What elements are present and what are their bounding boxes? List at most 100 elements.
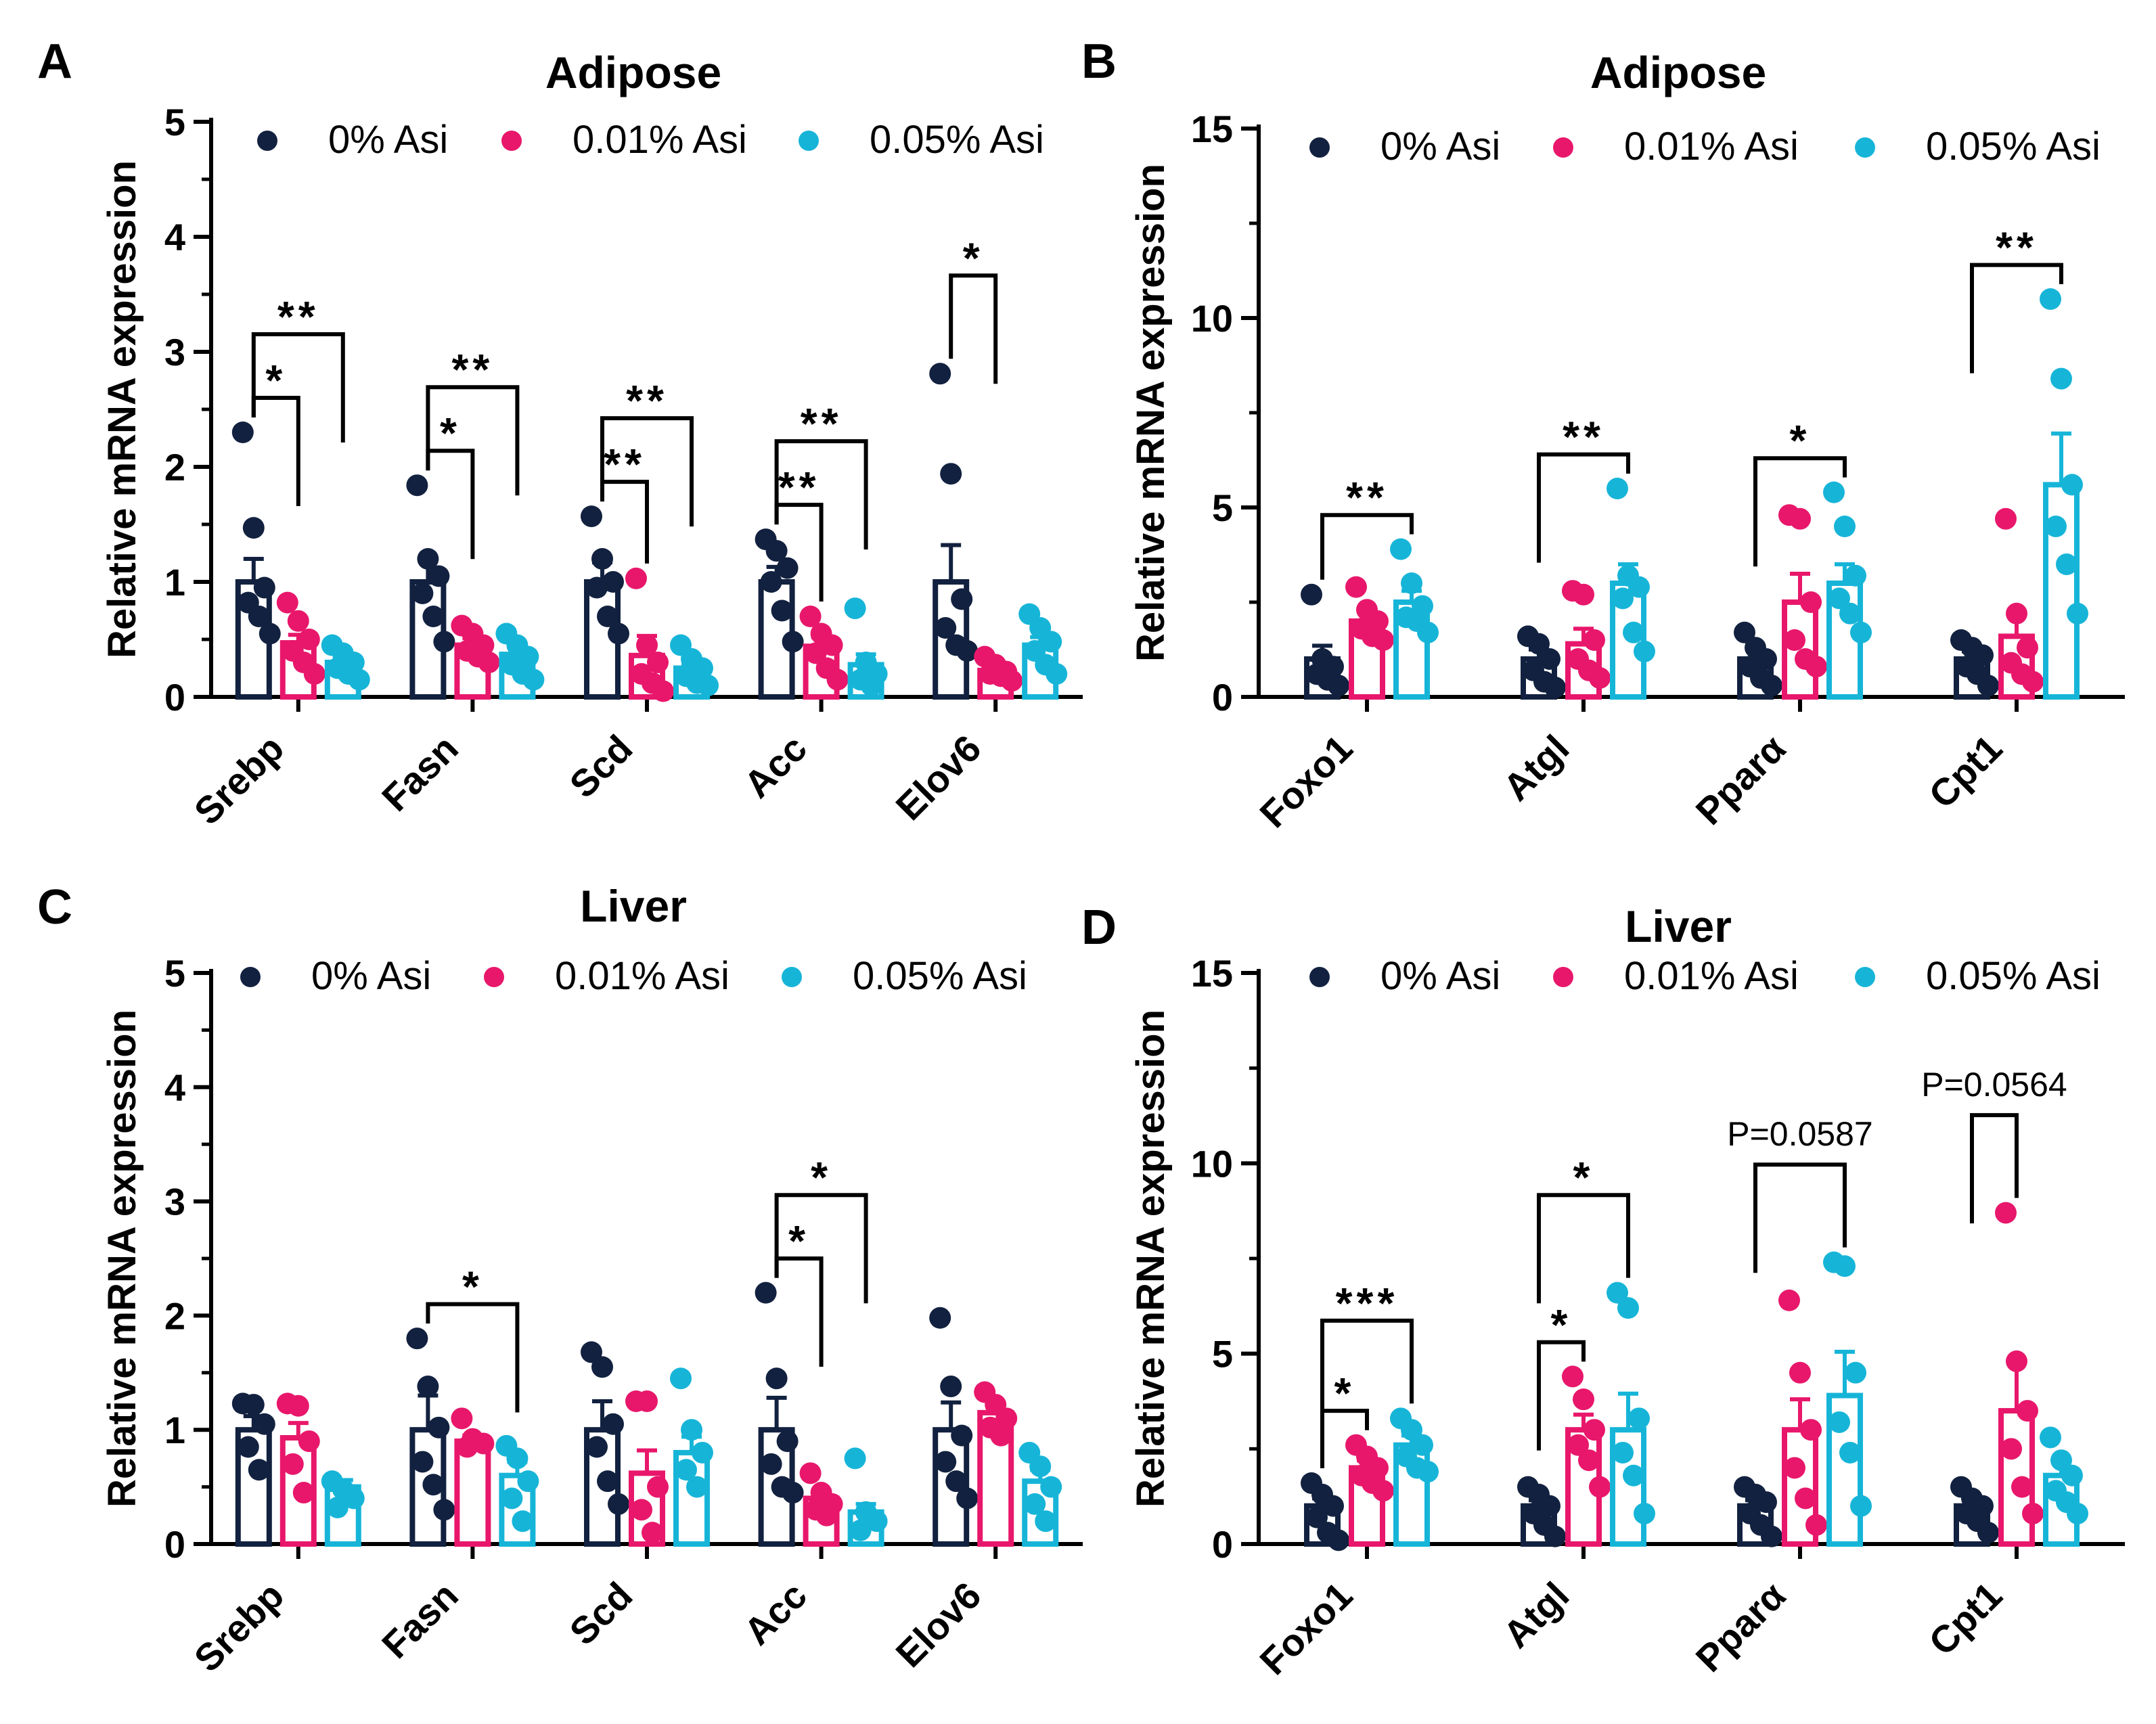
- data-point: [348, 668, 370, 691]
- y-axis-label: Relative mRNA expression: [1129, 1010, 1173, 1507]
- data-point: [1390, 538, 1412, 560]
- y-tick-label: 3: [164, 331, 185, 373]
- data-point: [826, 668, 849, 691]
- significance-bracket: [1320, 513, 1414, 580]
- data-point: [1755, 1491, 1777, 1514]
- data-point: [1617, 1297, 1639, 1319]
- data-point: [2006, 602, 2027, 625]
- data-point: [1401, 572, 1422, 594]
- legend-label: 0.01% Asi: [572, 118, 747, 162]
- data-point: [1046, 663, 1068, 685]
- data-point: [782, 631, 804, 653]
- data-point: [1035, 1510, 1057, 1533]
- data-point: [1761, 1525, 1782, 1547]
- data-point: [1623, 621, 1644, 643]
- data-point: [1584, 629, 1605, 651]
- chart-title: Adipose: [545, 47, 721, 97]
- data-point: [2011, 1476, 2033, 1498]
- panel-b: B Adipose 0% Asi 0.01% Asi 0.05% Asi Relative…: [1081, 35, 2125, 836]
- bar: [1998, 1408, 2035, 1547]
- significance-bracket: [1537, 452, 1630, 563]
- panel-letter: D: [1081, 901, 1117, 955]
- data-point: [631, 1499, 652, 1521]
- significance-bracket: [251, 332, 345, 443]
- data-point: [1589, 1476, 1611, 1498]
- significance-label: **: [451, 345, 493, 394]
- y-tick-label: 5: [1212, 486, 1233, 529]
- data-point: [608, 622, 629, 645]
- data-point: [1578, 1449, 1600, 1472]
- y-tick-label: 4: [164, 1066, 185, 1109]
- data-point: [591, 548, 613, 570]
- y-tick-label: 2: [164, 1294, 185, 1337]
- data-point: [1995, 507, 2017, 530]
- data-point: [2067, 602, 2088, 625]
- significance-label: **: [604, 440, 646, 489]
- data-point: [1029, 1455, 1052, 1478]
- data-point: [1628, 576, 1650, 598]
- y-tick-label: 0: [164, 676, 185, 719]
- data-point: [755, 1281, 777, 1304]
- data-point: [522, 668, 545, 691]
- panel-c: C Liver 0% Asi 0.01% Asi 0.05% Asi Relative m…: [37, 880, 1083, 1680]
- data-point: [1834, 1255, 1856, 1277]
- legend-label: 0% Asi: [311, 954, 431, 998]
- data-point: [642, 1522, 663, 1544]
- data-point: [253, 1413, 275, 1435]
- y-axis-label: Relative mRNA expression: [100, 160, 144, 658]
- data-point: [1634, 1502, 1655, 1524]
- data-point: [815, 1504, 838, 1526]
- data-point: [417, 548, 439, 570]
- data-point: [472, 1432, 495, 1455]
- significance-bracket: [600, 416, 694, 527]
- data-point: [456, 1436, 478, 1458]
- y-tick-label: 0: [164, 1523, 185, 1566]
- data-point: [1839, 602, 1861, 625]
- data-point: [433, 1499, 455, 1521]
- significance-bracket: [1970, 263, 2063, 373]
- legend-label: 0.05% Asi: [1926, 954, 2101, 998]
- data-point: [298, 1430, 320, 1453]
- data-point: [1544, 677, 1566, 698]
- data-point: [844, 597, 866, 620]
- y-tick-label: 1: [164, 561, 185, 604]
- data-point: [1573, 1388, 1594, 1411]
- y-tick-label: 10: [1191, 297, 1233, 340]
- data-point: [602, 571, 624, 593]
- data-point: [940, 463, 962, 485]
- data-point: [1977, 1522, 1999, 1544]
- data-point: [1612, 1441, 1634, 1464]
- data-point: [417, 1376, 439, 1398]
- data-point: [422, 1474, 445, 1496]
- data-point: [512, 1510, 534, 1533]
- significance-label: **: [626, 376, 668, 425]
- data-point: [1322, 1495, 1344, 1517]
- data-point: [1544, 1525, 1566, 1547]
- legend-marker-1: [1553, 967, 1573, 987]
- y-tick-label: 1: [164, 1409, 185, 1451]
- data-point: [1977, 675, 1999, 697]
- data-point: [2050, 367, 2072, 390]
- data-point: [1839, 1441, 1861, 1464]
- panel-letter: C: [37, 880, 72, 934]
- data-point: [597, 606, 619, 627]
- y-tick-label: 0: [1212, 676, 1233, 719]
- data-point: [2061, 474, 2083, 496]
- data-point: [517, 1470, 539, 1493]
- data-point: [1528, 633, 1550, 655]
- data-point: [428, 1416, 450, 1438]
- significance-label: *: [1790, 416, 1811, 465]
- data-point: [1850, 621, 1872, 643]
- significance-bracket: [1320, 1318, 1414, 1429]
- data-point: [581, 1341, 602, 1363]
- data-point: [771, 599, 793, 622]
- significance-label: **: [1346, 473, 1388, 522]
- data-point: [692, 1441, 713, 1464]
- data-point: [1995, 1202, 2017, 1224]
- significance-label: *: [788, 1217, 809, 1265]
- data-point: [1845, 564, 1866, 587]
- data-point: [248, 606, 270, 627]
- data-point: [1634, 640, 1655, 662]
- significance-label: *: [1334, 1369, 1355, 1417]
- panel-d: D Liver 0% Asi 0.01% Asi 0.05% Asi Relative m…: [1081, 901, 2125, 1683]
